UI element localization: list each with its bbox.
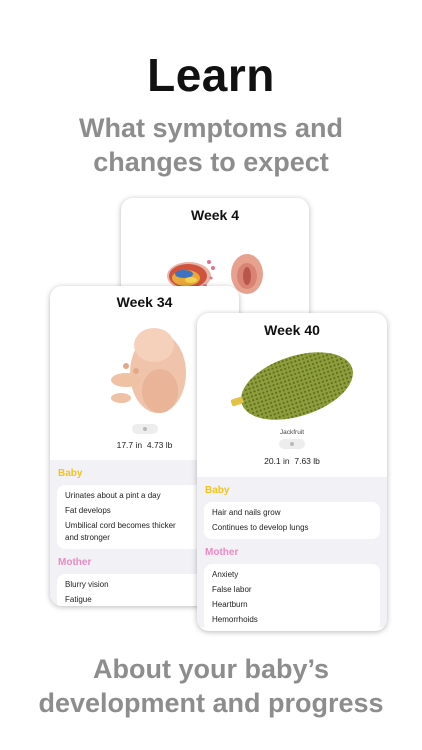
list-item: Hemorrhoids (212, 615, 258, 624)
embryo-illustration (167, 254, 263, 294)
week-34-length: 17.7 in (116, 440, 143, 450)
fruit-label: Jackfruit (279, 429, 305, 436)
footer-line-2: development and progress (38, 688, 384, 718)
baby-list: Hair and nails grow Continues to develop… (204, 502, 380, 539)
list-item: Umbilical cord becomes thicker (65, 521, 176, 530)
list-item: Anxiety (212, 570, 239, 579)
subhead-line-1: What symptoms and (78, 113, 344, 143)
week-34-weight: 4.73 lb (146, 440, 173, 450)
week-4-title: Week 4 (191, 207, 239, 223)
list-item: False labor (212, 585, 252, 594)
footer-line-1: About your baby’s (92, 654, 329, 684)
list-item: Continues to develop lungs (212, 523, 309, 532)
week-34-measurements: 17.7 in 4.73 lb (50, 440, 239, 450)
footer-caption: About your baby’s development and progre… (0, 652, 422, 720)
mother-section-label: Mother (205, 547, 239, 558)
baby-section-label: Baby (58, 468, 83, 479)
list-item: Blurry vision (65, 580, 109, 589)
week-40-title: Week 40 (264, 322, 320, 338)
list-item: Fatigue (65, 595, 92, 604)
week-40-weight: 7.63 lb (294, 456, 320, 466)
fetus-illustration (111, 328, 186, 413)
page-dots[interactable] (279, 439, 305, 449)
list-item: Hair and nails grow (212, 508, 281, 517)
list-item: and stronger (65, 533, 110, 542)
jackfruit-illustration (230, 352, 353, 420)
week-40-length: 20.1 in (264, 456, 290, 466)
week-40-card[interactable]: Week 40 Jackfruit 20.1 in 7.63 lb Baby H… (197, 313, 387, 631)
week-40-details: Baby Hair and nails grow Continues to de… (197, 477, 387, 631)
mother-list: Anxiety False labor Heartburn Hemorrhoid… (204, 564, 380, 631)
week-40-measurements: 20.1 in 7.63 lb (197, 456, 387, 466)
list-item: Heartburn (212, 600, 248, 609)
mother-section-label: Mother (58, 557, 92, 568)
list-item: Urinates about a pint a day (65, 491, 161, 500)
subhead-line-2: changes to expect (93, 147, 329, 177)
headline: Learn (147, 49, 275, 101)
page-dots[interactable] (131, 424, 158, 434)
baby-section-label: Baby (205, 485, 230, 496)
week-34-title: Week 34 (116, 294, 173, 310)
list-item: Fat develops (65, 506, 111, 515)
subhead: What symptoms and changes to expect (0, 111, 422, 179)
